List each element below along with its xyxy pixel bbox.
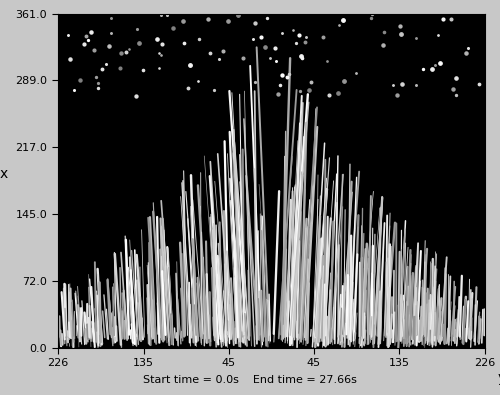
X-axis label: y: y bbox=[498, 371, 500, 385]
Text: Start time = 0.0s    End time = 27.66s: Start time = 0.0s End time = 27.66s bbox=[143, 375, 357, 385]
Y-axis label: x: x bbox=[0, 167, 8, 181]
